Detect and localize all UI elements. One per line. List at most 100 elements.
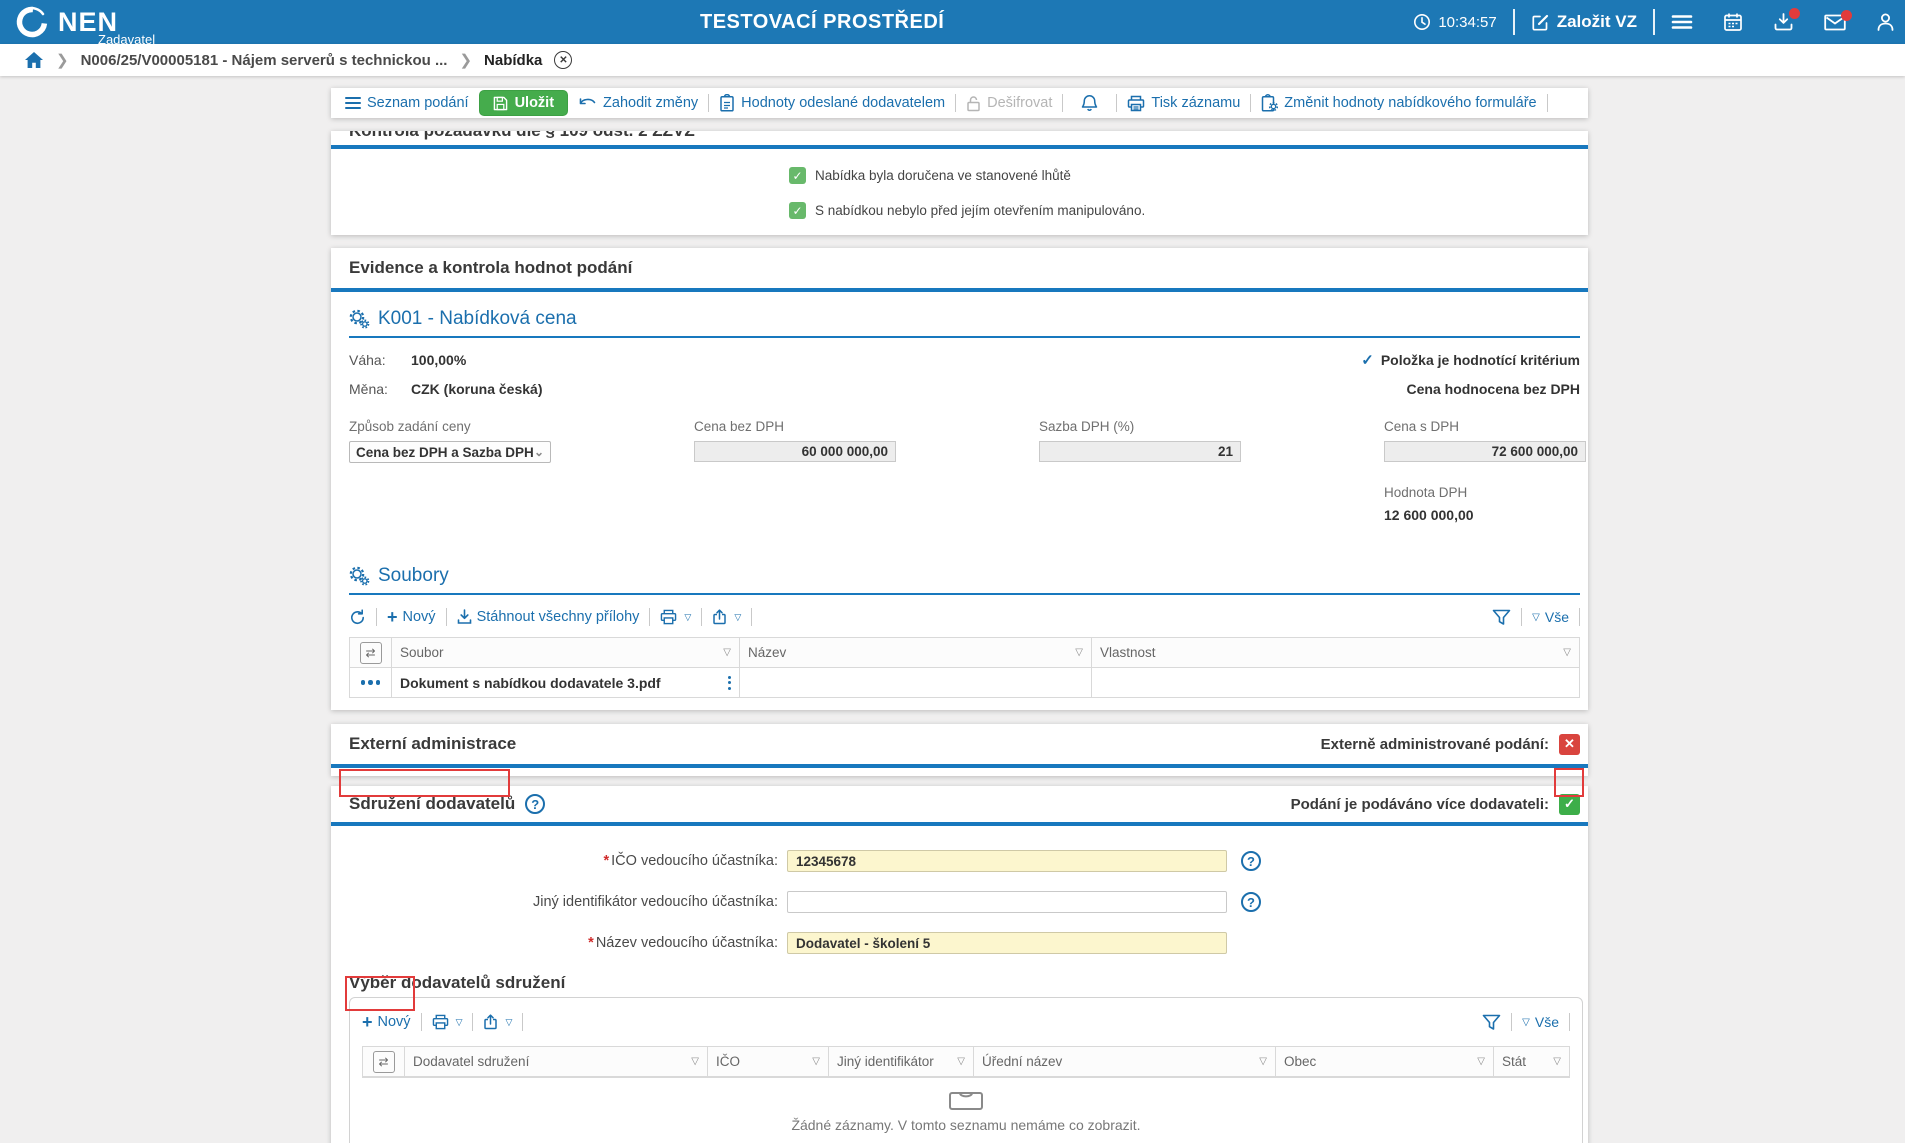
empty-state-text: Žádné záznamy. V tomto seznamu nemáme co…	[791, 1117, 1141, 1133]
checkbox-checked-icon: ✓	[789, 167, 806, 184]
messages-button[interactable]	[1824, 9, 1852, 31]
price-with-vat-input[interactable]	[1384, 441, 1586, 462]
divider	[1062, 94, 1064, 112]
leader-name-input[interactable]	[787, 932, 1227, 954]
divider	[420, 1013, 422, 1031]
column-filter-icon[interactable]: ▽	[723, 647, 731, 658]
row-handle-icon[interactable]	[360, 680, 381, 685]
discard-changes-button[interactable]: Zahodit změny	[578, 95, 698, 111]
table-row[interactable]: Dokument s nabídkou dodavatele 3.pdf	[350, 668, 1579, 697]
column-filter-icon[interactable]: ▽	[1259, 1056, 1267, 1067]
print-list-button[interactable]: ▽	[660, 609, 691, 625]
help-icon[interactable]: ?	[525, 794, 546, 814]
undo-icon	[578, 96, 597, 110]
column-filter-icon[interactable]: ▽	[812, 1056, 820, 1067]
checkbox-checked-icon: ✓	[789, 202, 806, 219]
print-record-button[interactable]: Tisk záznamu	[1127, 95, 1240, 112]
vat-amount-block: Hodnota DPH 12 600 000,00	[1384, 485, 1580, 523]
divider	[1511, 1013, 1513, 1031]
divider	[376, 608, 377, 626]
nen-logo-icon	[14, 4, 50, 40]
row-menu-icon[interactable]	[728, 675, 731, 690]
other-id-input[interactable]	[787, 891, 1227, 913]
calendar-button[interactable]	[1723, 12, 1743, 32]
file-name[interactable]: Dokument s nabídkou dodavatele 3.pdf	[400, 674, 661, 691]
create-vz-button[interactable]: Založit VZ	[1531, 12, 1637, 32]
divider	[1521, 608, 1523, 626]
printer-icon	[432, 1014, 449, 1030]
menu-icon	[1671, 13, 1693, 31]
vat-flag: Cena hodnocena bez DPH	[1406, 381, 1580, 397]
ico-input[interactable]	[787, 850, 1227, 872]
column-filter-icon[interactable]: ▽	[1075, 647, 1083, 658]
files-table-header: ⇄ Soubor ▽ Název ▽ Vlastnost ▽	[350, 638, 1579, 668]
price-no-vat-input[interactable]	[694, 441, 896, 462]
close-tab-icon[interactable]: ✕	[554, 51, 573, 69]
change-form-values-button[interactable]: Změnit hodnoty nabídkového formuláře	[1261, 94, 1537, 112]
checkbox-unchecked-icon[interactable]: ✕	[1559, 733, 1580, 755]
multi-supplier-flag-label: Podání je podáváno více dodavateli:	[1290, 795, 1549, 813]
filter-chevron-icon: ▽	[1522, 1016, 1530, 1028]
clipboard-icon	[719, 94, 735, 112]
save-button[interactable]: Uložit	[478, 90, 569, 116]
column-header: IČO	[716, 1054, 741, 1069]
help-icon[interactable]: ?	[1241, 892, 1261, 912]
notification-badge	[1789, 8, 1800, 19]
leader-form: *IČO vedoucího účastníka: ? Jiný identif…	[331, 850, 1588, 954]
downloads-button[interactable]	[1773, 8, 1800, 32]
chevron-right-icon: ❯	[56, 52, 69, 69]
divider	[701, 608, 703, 626]
notifications-bell-button[interactable]	[1081, 94, 1098, 112]
decrypt-button: Dešifrovat	[966, 95, 1052, 112]
price-entry-select[interactable]: Cena bez DPH a Sazba DPH ⌄	[349, 441, 551, 463]
ico-label: * IČO vedoucího účastníka:	[603, 853, 779, 869]
filter-all-button[interactable]: ▽ Vše	[1532, 609, 1569, 625]
print-list-button[interactable]: ▽	[432, 1014, 463, 1030]
mena-value: CZK (koruna česká)	[411, 381, 543, 397]
environment-title: TESTOVACÍ PROSTŘEDÍ	[700, 10, 945, 33]
user-icon	[1876, 12, 1895, 32]
user-button[interactable]	[1876, 12, 1895, 32]
column-config-icon[interactable]: ⇄	[359, 641, 382, 664]
export-button[interactable]: ▽	[483, 1014, 512, 1030]
divider	[472, 1013, 474, 1031]
nen-logo[interactable]: NEN Zadavatel	[14, 4, 155, 46]
supplier-values-button[interactable]: Hodnoty odeslané dodavatelem	[719, 94, 945, 112]
vyber-table-header: ⇄ Dodavatel sdružení ▽ IČO ▽ Jiný identi…	[363, 1047, 1569, 1077]
new-file-button[interactable]: + Nový	[387, 606, 436, 627]
download-all-button[interactable]: Stáhnout všechny přílohy	[457, 609, 639, 625]
divider	[649, 608, 651, 626]
divider	[1653, 9, 1655, 35]
refresh-button[interactable]	[349, 608, 366, 626]
k001-title: K001 - Nabídková cena	[378, 308, 577, 329]
section-divider	[331, 764, 1588, 768]
app-header: NEN Zadavatel TESTOVACÍ PROSTŘEDÍ 10:34:…	[0, 0, 1905, 46]
filter-icon[interactable]	[1492, 609, 1511, 626]
column-filter-icon[interactable]: ▽	[1553, 1056, 1561, 1067]
help-icon[interactable]: ?	[1241, 851, 1261, 871]
extern-section: Externí administrace Externě administrov…	[331, 724, 1588, 776]
session-clock: 10:34:57	[1413, 13, 1497, 31]
home-icon[interactable]	[24, 51, 44, 69]
vat-rate-input[interactable]	[1039, 441, 1241, 462]
seznam-podani-button[interactable]: Seznam podání	[345, 95, 469, 111]
check-row: ✓ Nabídka byla doručena ve stanovené lhů…	[789, 167, 1588, 184]
filter-all-button[interactable]: ▽ Vše	[1522, 1014, 1559, 1030]
column-filter-icon[interactable]: ▽	[691, 1056, 699, 1067]
export-button[interactable]: ▽	[712, 609, 741, 625]
breadcrumb-item-contract[interactable]: N006/25/V00005181 - Nájem serverů s tech…	[80, 51, 448, 69]
other-id-label: Jiný identifikátor vedoucího účastníka:	[532, 894, 778, 910]
checkbox-checked-icon[interactable]: ✓	[1559, 793, 1580, 815]
section-title: Sdružení dodavatelů	[349, 794, 516, 813]
chevron-down-icon: ▽	[455, 1016, 463, 1027]
mena-label: Měna:	[349, 381, 388, 397]
column-filter-icon[interactable]: ▽	[957, 1056, 965, 1067]
new-supplier-button[interactable]: + Nový	[362, 1011, 411, 1032]
bell-icon	[1081, 94, 1098, 112]
column-filter-icon[interactable]: ▽	[1477, 1056, 1485, 1067]
price-entry-label: Způsob zadání ceny	[349, 419, 471, 434]
column-config-icon[interactable]: ⇄	[372, 1050, 395, 1073]
column-filter-icon[interactable]: ▽	[1563, 647, 1571, 658]
filter-icon[interactable]	[1482, 1014, 1501, 1031]
menu-button[interactable]	[1671, 13, 1693, 31]
